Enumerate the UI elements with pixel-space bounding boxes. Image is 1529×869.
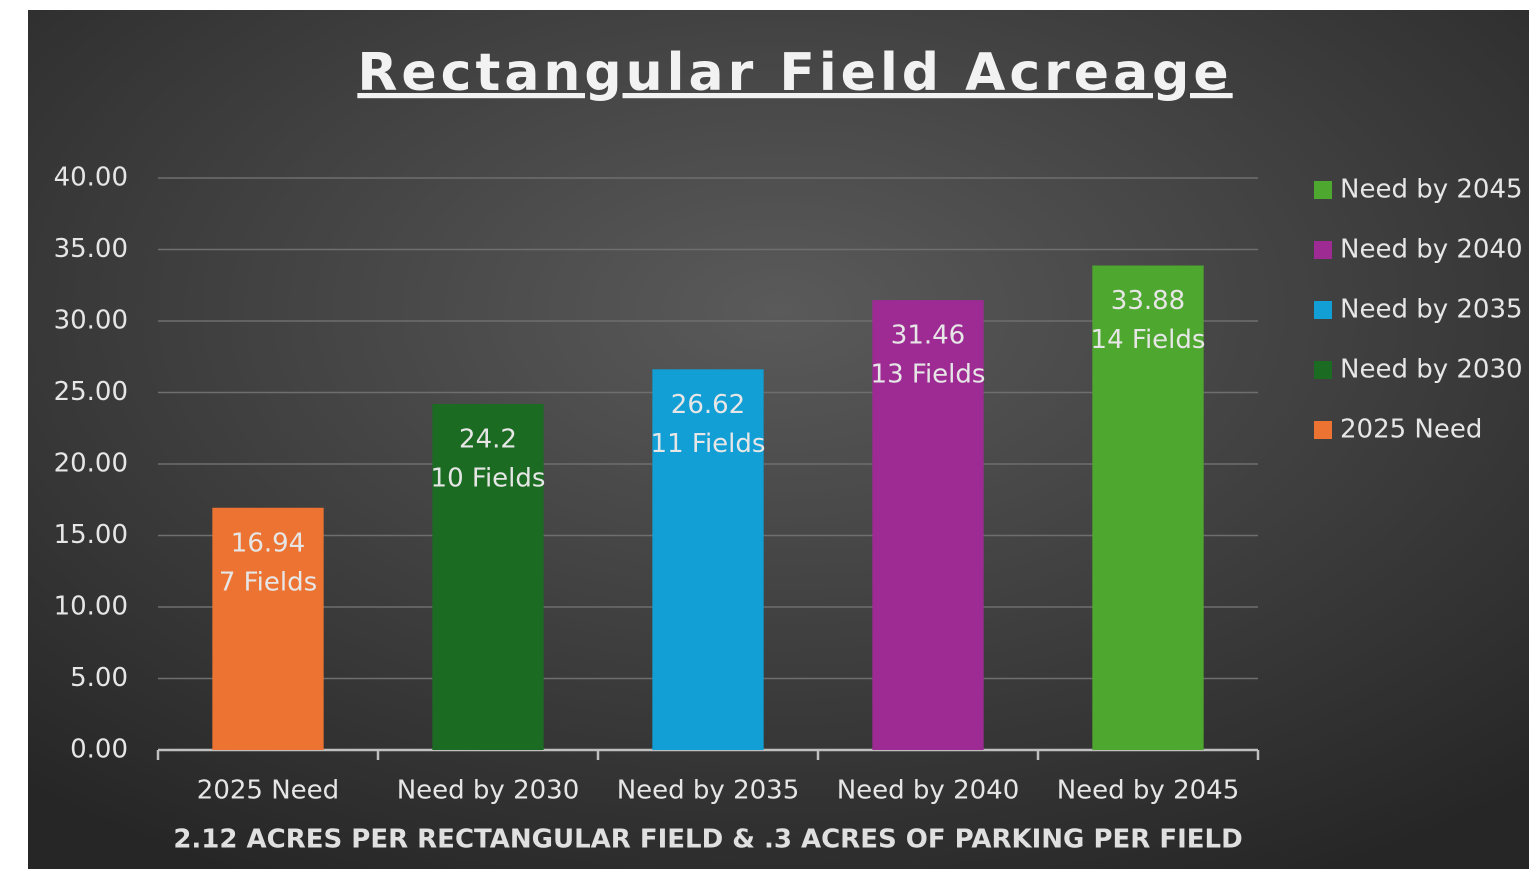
legend-swatch	[1314, 241, 1332, 259]
bar	[212, 507, 324, 750]
x-axis-label: 2.12 ACRES PER RECTANGULAR FIELD & .3 AC…	[173, 825, 1242, 855]
data-label: 33.88	[1111, 286, 1185, 316]
x-tick-label: 2025 Need	[197, 776, 339, 806]
y-tick-label: 25.00	[54, 377, 128, 407]
x-tick-label: Need by 2040	[837, 776, 1020, 806]
field-label: 11 Fields	[651, 429, 766, 459]
x-tick-label: Need by 2030	[397, 776, 580, 806]
legend-label: Need by 2035	[1340, 295, 1523, 325]
y-tick-label: 35.00	[54, 234, 128, 264]
legend-label: Need by 2030	[1340, 355, 1523, 385]
bar	[432, 403, 544, 750]
y-tick-label: 0.00	[70, 735, 128, 765]
legend-swatch	[1314, 361, 1332, 379]
legend-swatch	[1314, 181, 1332, 199]
y-tick-label: 15.00	[54, 520, 128, 550]
field-label: 13 Fields	[871, 360, 986, 390]
legend-label: Need by 2045	[1340, 175, 1523, 205]
field-label: 7 Fields	[219, 567, 317, 597]
bar	[652, 369, 764, 750]
x-tick-label: Need by 2045	[1057, 776, 1240, 806]
legend-label: Need by 2040	[1340, 235, 1523, 265]
legend-swatch	[1314, 301, 1332, 319]
chart-title: Rectangular Field Acreage	[357, 43, 1232, 103]
data-label: 26.62	[671, 390, 745, 420]
data-label: 31.46	[891, 321, 965, 351]
y-tick-label: 10.00	[54, 592, 128, 622]
y-tick-label: 40.00	[54, 163, 128, 193]
field-label: 10 Fields	[431, 463, 546, 493]
data-label: 24.2	[459, 424, 517, 454]
x-tick-label: Need by 2035	[617, 776, 800, 806]
y-tick-label: 5.00	[70, 663, 128, 693]
field-label: 14 Fields	[1091, 325, 1206, 355]
legend-label: 2025 Need	[1340, 415, 1482, 445]
data-label: 16.94	[231, 528, 305, 558]
y-tick-label: 30.00	[54, 306, 128, 336]
bar	[1092, 265, 1204, 750]
bar	[872, 300, 984, 750]
y-tick-label: 20.00	[54, 449, 128, 479]
legend-swatch	[1314, 421, 1332, 439]
